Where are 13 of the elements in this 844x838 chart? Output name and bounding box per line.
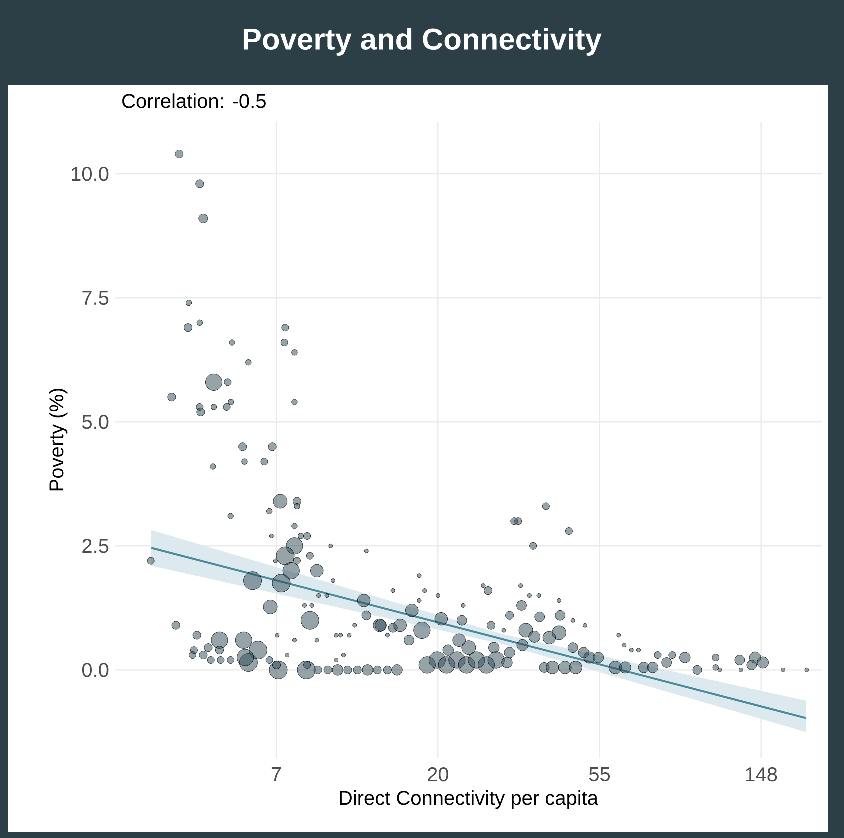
x-tick-label: 7 (272, 768, 282, 782)
y-tick-label: 0.0 (82, 663, 109, 678)
y-tick-label: 2.5 (82, 539, 109, 554)
y-tick-label: 7.5 (82, 291, 109, 306)
y-tick-label: 5.0 (82, 415, 109, 430)
x-tick-label: 148 (746, 768, 778, 782)
chart-title: Poverty and Connectivity (244, 28, 602, 56)
y-tick-label: 10.0 (72, 167, 109, 182)
y-axis-title: Poverty (%) (49, 389, 68, 491)
x-axis-title: Direct Connectivity per capita (340, 790, 599, 810)
text: Correlation: -0.5 (122, 94, 266, 108)
x-tick-label: 20 (428, 768, 448, 782)
x-tick-label: 55 (589, 768, 610, 782)
